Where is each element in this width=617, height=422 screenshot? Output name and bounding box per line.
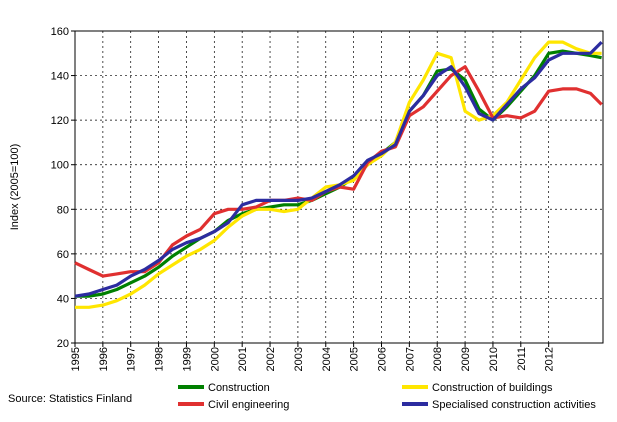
legend-label: Construction bbox=[208, 382, 270, 394]
source: Source: Statistics Finland bbox=[8, 393, 132, 405]
y-tick-label: 160 bbox=[51, 26, 69, 38]
y-tick-label: 80 bbox=[57, 204, 69, 216]
x-tick-label: 2012 bbox=[544, 347, 556, 371]
x-tick-label: 2007 bbox=[404, 347, 416, 371]
x-tick-label: 2003 bbox=[293, 347, 305, 371]
y-tick-label: 20 bbox=[57, 338, 69, 350]
y-tick-label: 40 bbox=[57, 293, 69, 305]
line bbox=[74, 40, 603, 298]
y-tick-label: 120 bbox=[51, 115, 69, 127]
y-tick-label: 140 bbox=[51, 71, 69, 83]
x-tick-label: 1999 bbox=[181, 347, 193, 371]
x-tick-label: 1998 bbox=[154, 347, 166, 371]
x-tick-label: 2011 bbox=[516, 347, 528, 371]
legend-label: Construction of buildings bbox=[432, 382, 553, 394]
x-tick-label: 2002 bbox=[265, 347, 277, 371]
line bbox=[74, 65, 603, 278]
x-tick-label: 2005 bbox=[349, 347, 361, 371]
x-tick-label: 2006 bbox=[376, 347, 388, 371]
x-tick-label: 1995 bbox=[70, 347, 82, 371]
x-tick-label: 2004 bbox=[321, 347, 333, 371]
x-tick-label: 2008 bbox=[432, 347, 444, 371]
legend-label: Civil engineering bbox=[208, 399, 289, 411]
x-tick-label: 2009 bbox=[460, 347, 472, 371]
y-tick-label: 100 bbox=[51, 160, 69, 172]
x-tick-label: 1997 bbox=[126, 347, 138, 371]
plot-frame bbox=[74, 30, 604, 344]
y-tick-label: 60 bbox=[57, 249, 69, 261]
y-axis-label: Index (2005=100) bbox=[9, 144, 21, 231]
x-tick-label: 1996 bbox=[98, 347, 110, 371]
x-tick-label: 2000 bbox=[209, 347, 221, 371]
legend-label: Specialised construction activities bbox=[432, 399, 596, 411]
x-tick-label: 2010 bbox=[488, 347, 500, 371]
x-tick-label: 2001 bbox=[237, 347, 249, 371]
